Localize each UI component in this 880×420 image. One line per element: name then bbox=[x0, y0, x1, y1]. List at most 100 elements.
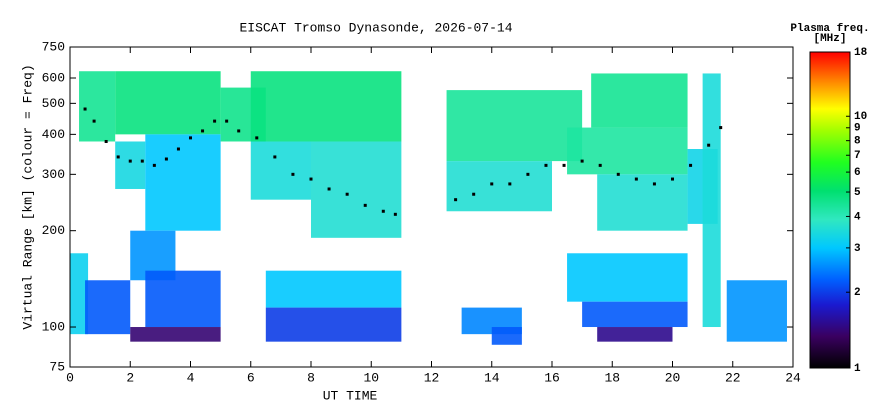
colorbar-tick-label: 7 bbox=[854, 150, 861, 162]
trace-point bbox=[345, 192, 349, 196]
x-tick-label: 20 bbox=[665, 370, 681, 385]
echo-patch bbox=[597, 174, 688, 231]
y-tick-label: 100 bbox=[42, 319, 65, 334]
y-tick-label: 400 bbox=[42, 127, 65, 142]
x-tick-label: 14 bbox=[484, 370, 500, 385]
echo-patch bbox=[265, 270, 402, 308]
echo-patch bbox=[567, 127, 688, 175]
trace-point bbox=[140, 159, 144, 163]
y-tick-label: 600 bbox=[42, 70, 65, 85]
echo-patch bbox=[446, 161, 552, 212]
trace-point bbox=[116, 155, 120, 159]
echo-patch bbox=[79, 71, 116, 142]
trace-point bbox=[273, 155, 277, 159]
colorbar-tick-label: 3 bbox=[854, 243, 861, 255]
trace-point bbox=[472, 192, 476, 196]
trace-point bbox=[164, 157, 168, 161]
echo-patch bbox=[250, 141, 311, 200]
x-tick-label: 16 bbox=[544, 370, 560, 385]
trace-point bbox=[490, 182, 494, 186]
x-tick-label: 22 bbox=[725, 370, 741, 385]
echo-patch bbox=[597, 327, 673, 342]
trace-point bbox=[176, 147, 180, 151]
colorbar-tick-label: 4 bbox=[854, 211, 861, 223]
trace-point bbox=[201, 129, 205, 133]
trace-point bbox=[544, 163, 548, 167]
x-tick-label: 2 bbox=[126, 370, 134, 385]
x-tick-label: 10 bbox=[363, 370, 379, 385]
trace-point bbox=[508, 182, 512, 186]
colorbar-tick-label: 18 bbox=[854, 47, 868, 59]
echo-patch bbox=[115, 71, 221, 135]
colorbar-tick-label: 9 bbox=[854, 123, 861, 135]
echo-patch bbox=[582, 301, 688, 328]
x-tick-label: 6 bbox=[247, 370, 255, 385]
colorbar-tick-label: 1 bbox=[854, 363, 861, 375]
x-tick-label: 0 bbox=[66, 370, 74, 385]
y-axis-label: Virtual Range [km] (colour = Freq) bbox=[20, 64, 35, 329]
trace-point bbox=[189, 136, 192, 140]
colorbar-tick-label: 2 bbox=[854, 287, 861, 299]
echo-patch bbox=[726, 280, 787, 342]
y-tick-label: 500 bbox=[42, 96, 65, 111]
trace-point bbox=[309, 177, 313, 181]
y-tick-label: 750 bbox=[42, 39, 65, 54]
echo-patch bbox=[145, 270, 221, 328]
trace-point bbox=[454, 198, 458, 202]
y-tick-label: 200 bbox=[42, 223, 65, 238]
echo-patch bbox=[85, 280, 131, 335]
echo-patch bbox=[702, 73, 721, 328]
echo-patch bbox=[265, 307, 402, 342]
echo-patch bbox=[250, 71, 402, 142]
trace-point bbox=[92, 119, 96, 123]
echo-patch bbox=[311, 141, 402, 238]
trace-point bbox=[104, 139, 108, 143]
trace-point bbox=[719, 126, 723, 130]
x-tick-label: 24 bbox=[785, 370, 801, 385]
trace-point bbox=[671, 177, 674, 181]
trace-point bbox=[128, 159, 132, 163]
trace-point bbox=[237, 129, 241, 133]
trace-point bbox=[327, 187, 331, 191]
echo-patch bbox=[115, 141, 146, 189]
x-axis-label: UT TIME bbox=[323, 388, 378, 403]
echo-patch bbox=[567, 253, 688, 302]
y-tick-label: 300 bbox=[42, 167, 65, 182]
trace-point bbox=[652, 182, 656, 186]
echo-patch bbox=[491, 327, 522, 345]
echo-patch bbox=[591, 73, 688, 128]
colorbar-tick-label: 5 bbox=[854, 187, 861, 199]
trace-point bbox=[634, 177, 638, 181]
echo-patch bbox=[446, 90, 583, 162]
x-tick-label: 4 bbox=[187, 370, 195, 385]
trace-point bbox=[255, 136, 259, 140]
trace-point bbox=[381, 209, 385, 213]
echo-patch bbox=[145, 134, 221, 231]
trace-point bbox=[598, 163, 602, 167]
trace-point bbox=[562, 163, 566, 167]
colorbar-title: [MHz] bbox=[813, 33, 846, 45]
x-tick-label: 12 bbox=[424, 370, 440, 385]
trace-point bbox=[213, 119, 217, 123]
echo-patch bbox=[70, 253, 89, 335]
trace-point bbox=[526, 172, 530, 176]
colorbar bbox=[809, 51, 851, 369]
colorbar-tick-label: 10 bbox=[854, 111, 867, 123]
x-tick-label: 8 bbox=[307, 370, 315, 385]
trace-point bbox=[152, 163, 156, 167]
trace-point bbox=[225, 119, 229, 123]
trace-point bbox=[393, 212, 397, 216]
trace-point bbox=[83, 107, 87, 111]
colorbar-tick-label: 8 bbox=[854, 136, 861, 148]
colorbar-tick-label: 6 bbox=[854, 167, 861, 179]
trace-point bbox=[580, 159, 584, 163]
trace-point bbox=[707, 143, 711, 147]
echo-patch bbox=[130, 327, 221, 342]
colorbar-title: Plasma freq. bbox=[790, 23, 869, 35]
trace-point bbox=[291, 172, 295, 176]
trace-point bbox=[363, 203, 367, 207]
trace-point bbox=[689, 163, 693, 167]
y-tick-label: 75 bbox=[49, 359, 65, 374]
